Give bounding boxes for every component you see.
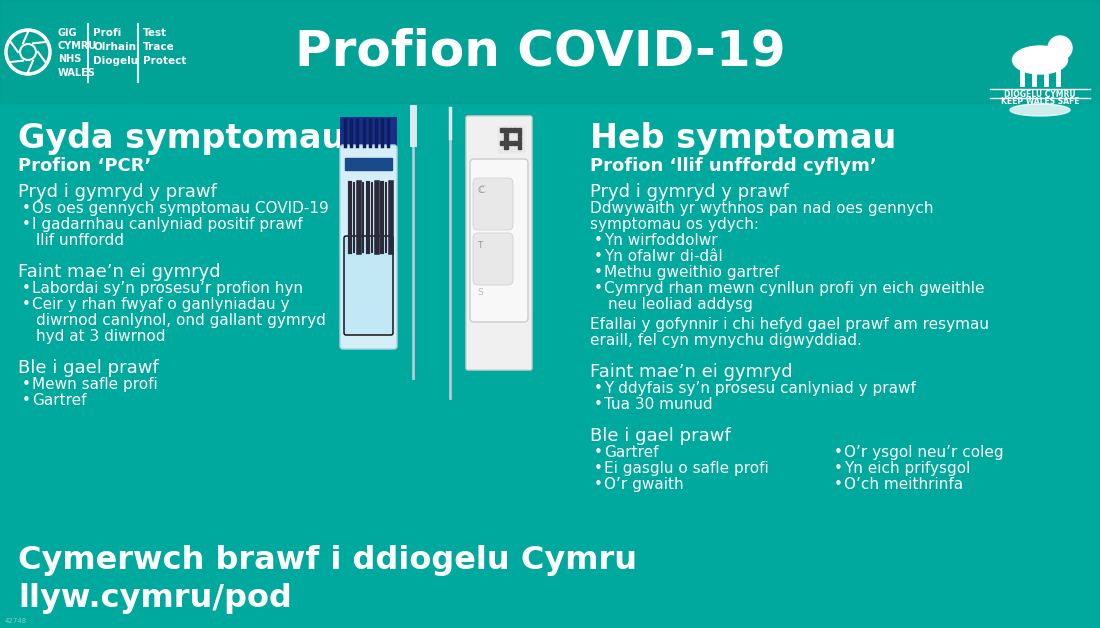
Bar — [505, 128, 508, 131]
Text: Methu gweithio gartref: Methu gweithio gartref — [604, 265, 779, 280]
Text: Profion ‘PCR’: Profion ‘PCR’ — [18, 157, 152, 175]
Text: Yn ofalwr di-dâl: Yn ofalwr di-dâl — [604, 249, 723, 264]
Text: llif unffordd: llif unffordd — [36, 233, 124, 248]
Bar — [346, 180, 390, 255]
Bar — [514, 128, 517, 131]
Text: Cymerwch brawf i ddiogelu Cymru: Cymerwch brawf i ddiogelu Cymru — [18, 545, 637, 576]
Text: Ei gasglu o safle profi: Ei gasglu o safle profi — [604, 461, 769, 476]
Bar — [518, 137, 521, 140]
Bar — [514, 141, 517, 144]
Text: •: • — [834, 445, 843, 460]
Text: •: • — [594, 381, 603, 396]
Text: Gartref: Gartref — [604, 445, 659, 460]
Bar — [518, 146, 521, 149]
Bar — [518, 128, 521, 131]
Bar — [345, 158, 392, 170]
Text: •: • — [834, 477, 843, 492]
FancyBboxPatch shape — [466, 116, 532, 370]
Text: •: • — [22, 377, 31, 392]
FancyBboxPatch shape — [340, 117, 397, 149]
Text: •: • — [594, 461, 603, 476]
Text: Tua 30 munud: Tua 30 munud — [604, 397, 713, 412]
Text: •: • — [594, 249, 603, 264]
Bar — [500, 128, 504, 131]
Text: diwrnod canlynol, ond gallant gymryd: diwrnod canlynol, ond gallant gymryd — [36, 313, 326, 328]
Text: GIG
CYMRU
NHS
WALES: GIG CYMRU NHS WALES — [58, 28, 97, 78]
Bar — [518, 141, 521, 144]
Text: Test
Trace
Protect: Test Trace Protect — [143, 28, 186, 66]
Text: Efallai y gofynnir i chi hefyd gael prawf am resymau: Efallai y gofynnir i chi hefyd gael praw… — [590, 317, 989, 332]
Text: •: • — [594, 445, 603, 460]
Bar — [500, 141, 504, 144]
Text: C: C — [477, 186, 483, 195]
Bar — [505, 133, 508, 136]
Text: C: C — [478, 185, 485, 195]
Text: Yn wirfoddolwr: Yn wirfoddolwr — [604, 233, 717, 248]
FancyBboxPatch shape — [473, 178, 513, 230]
Text: Faint mae’n ei gymryd: Faint mae’n ei gymryd — [18, 263, 221, 281]
Text: Labordai sy’n prosesu’r profion hyn: Labordai sy’n prosesu’r profion hyn — [32, 281, 302, 296]
Text: I gadarnhau canlyniad positif prawf: I gadarnhau canlyniad positif prawf — [32, 217, 302, 232]
Bar — [509, 128, 513, 131]
Bar — [505, 146, 508, 149]
Text: Ddwywaith yr wythnos pan nad oes gennych: Ddwywaith yr wythnos pan nad oes gennych — [590, 201, 934, 216]
Ellipse shape — [1010, 104, 1070, 116]
Text: •: • — [834, 461, 843, 476]
FancyBboxPatch shape — [344, 236, 393, 335]
Text: T: T — [477, 241, 483, 250]
Text: Ble i gael prawf: Ble i gael prawf — [18, 359, 158, 377]
Bar — [498, 126, 524, 152]
Text: •: • — [594, 397, 603, 412]
Text: •: • — [22, 393, 31, 408]
Text: eraill, fel cyn mynychu digwyddiad.: eraill, fel cyn mynychu digwyddiad. — [590, 333, 862, 348]
Text: •: • — [22, 201, 31, 216]
Text: O’r ysgol neu’r coleg: O’r ysgol neu’r coleg — [844, 445, 1003, 460]
FancyBboxPatch shape — [340, 145, 397, 349]
Text: Heb symptomau: Heb symptomau — [590, 122, 896, 155]
Text: •: • — [22, 297, 31, 312]
Text: Cymryd rhan mewn cynllun profi yn eich gweithle: Cymryd rhan mewn cynllun profi yn eich g… — [604, 281, 984, 296]
Text: •: • — [22, 281, 31, 296]
Bar — [505, 137, 508, 140]
Text: Ble i gael prawf: Ble i gael prawf — [590, 427, 730, 445]
Text: Ceir y rhan fwyaf o ganlyniadau y: Ceir y rhan fwyaf o ganlyniadau y — [32, 297, 289, 312]
Text: O’r gwaith: O’r gwaith — [604, 477, 683, 492]
Text: Os oes gennych symptomau COVID-19: Os oes gennych symptomau COVID-19 — [32, 201, 329, 216]
Bar — [509, 141, 513, 144]
Text: •: • — [594, 233, 603, 248]
Text: Yn eich prifysgol: Yn eich prifysgol — [844, 461, 970, 476]
Text: S: S — [477, 288, 483, 297]
Bar — [518, 133, 521, 136]
Text: DIOGELU CYMRU: DIOGELU CYMRU — [1004, 90, 1076, 99]
FancyBboxPatch shape — [473, 233, 513, 285]
Text: Gartref: Gartref — [32, 393, 87, 408]
Circle shape — [1048, 36, 1072, 60]
Text: Faint mae’n ei gymryd: Faint mae’n ei gymryd — [590, 363, 793, 381]
Text: Y ddyfais sy’n prosesu canlyniad y prawf: Y ddyfais sy’n prosesu canlyniad y prawf — [604, 381, 916, 396]
Text: hyd at 3 diwrnod: hyd at 3 diwrnod — [36, 329, 165, 344]
Text: Pryd i gymryd y prawf: Pryd i gymryd y prawf — [18, 183, 217, 201]
Text: •: • — [22, 217, 31, 232]
Text: Pryd i gymryd y prawf: Pryd i gymryd y prawf — [590, 183, 789, 201]
Text: KEEP WALES SAFE: KEEP WALES SAFE — [1001, 97, 1079, 106]
Text: llyw.cymru/pod: llyw.cymru/pod — [18, 583, 292, 614]
Ellipse shape — [1012, 46, 1067, 74]
Bar — [505, 141, 508, 144]
Text: Profion ‘llif unffordd cyflym’: Profion ‘llif unffordd cyflym’ — [590, 157, 877, 175]
Text: Mewn safle profi: Mewn safle profi — [32, 377, 157, 392]
Text: symptomau os ydych:: symptomau os ydych: — [590, 217, 759, 232]
FancyBboxPatch shape — [470, 159, 528, 322]
Text: O’ch meithrinfa: O’ch meithrinfa — [844, 477, 964, 492]
Text: 42748: 42748 — [6, 618, 28, 624]
Text: •: • — [594, 281, 603, 296]
Bar — [0, 0, 1100, 103]
Text: neu leoliad addysg: neu leoliad addysg — [608, 297, 752, 312]
Text: •: • — [594, 265, 603, 280]
Text: •: • — [594, 477, 603, 492]
Text: Gyda symptomau: Gyda symptomau — [18, 122, 345, 155]
Text: Profi
Olrhain
Diogelu: Profi Olrhain Diogelu — [94, 28, 139, 66]
Text: Profion COVID-19: Profion COVID-19 — [295, 28, 785, 76]
